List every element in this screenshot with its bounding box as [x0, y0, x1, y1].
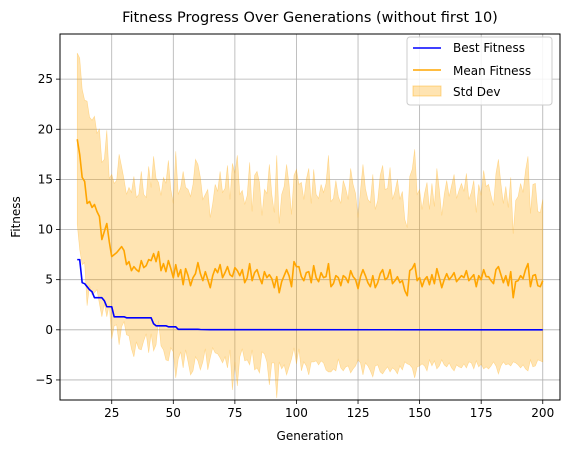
- y-tick-label: 0: [45, 323, 53, 337]
- x-tick-label: 100: [285, 406, 308, 420]
- y-tick-label: 25: [38, 72, 53, 86]
- series-lines-layer: [76, 139, 544, 331]
- x-tick-label: 50: [166, 406, 181, 420]
- x-tick-label: 125: [347, 406, 370, 420]
- x-axis-label: Generation: [277, 429, 344, 443]
- legend-swatch-std-dev: [412, 85, 442, 97]
- x-tick-label: 75: [227, 406, 242, 420]
- y-tick-label: 20: [38, 122, 53, 136]
- std-dev-band-layer: [76, 52, 544, 399]
- y-tick-label: 5: [45, 273, 53, 287]
- legend: Best Fitness Mean Fitness Std Dev: [406, 36, 553, 106]
- chart-title: Fitness Progress Over Generations (witho…: [122, 10, 498, 26]
- y-tick-label: 15: [38, 172, 53, 186]
- legend-label-mean-fitness: Mean Fitness: [453, 64, 531, 78]
- mean-fitness-line: [76, 139, 544, 299]
- y-axis-label: Fitness: [9, 196, 23, 238]
- x-tick-label: 150: [408, 406, 431, 420]
- axis-ticks: 25 50 75 100 125 150 175 200 −5 0 5 10 15 20 25: [35, 72, 554, 420]
- std-dev-band: [76, 52, 544, 399]
- legend-frame: [406, 36, 553, 106]
- legend-label-best-fitness: Best Fitness: [453, 41, 525, 55]
- best-fitness-line: [77, 258, 543, 331]
- legend-label-std-dev: Std Dev: [453, 85, 500, 99]
- x-tick-label: 175: [470, 406, 493, 420]
- x-tick-label: 25: [104, 406, 119, 420]
- y-tick-label: 10: [38, 223, 53, 237]
- y-tick-label: −5: [35, 373, 53, 387]
- plot-frame: [59, 33, 561, 401]
- x-tick-label: 200: [531, 406, 554, 420]
